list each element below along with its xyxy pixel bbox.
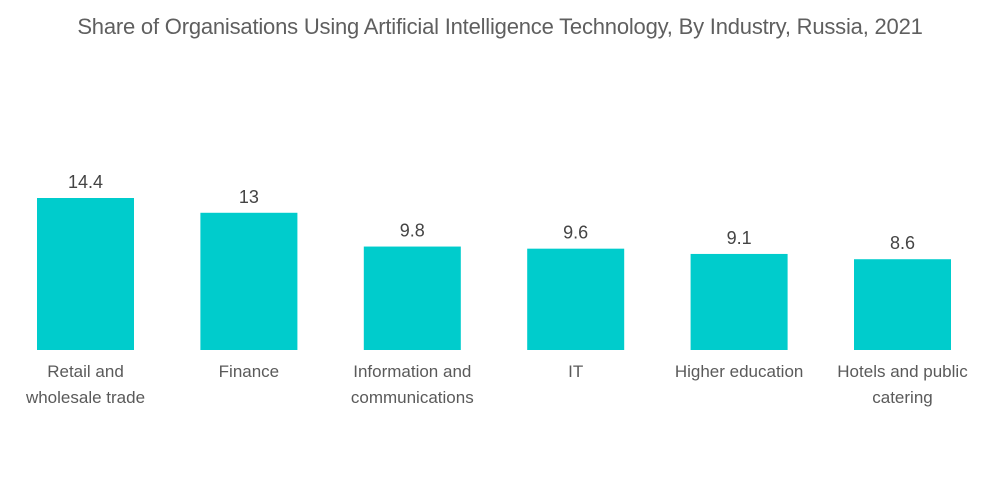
bar-1 <box>200 212 298 350</box>
category-label-line: Higher education <box>675 362 804 381</box>
bar-5 <box>854 259 951 350</box>
category-label-line: Hotels and public <box>837 362 968 381</box>
category-label-line: communications <box>351 388 474 407</box>
bar-0 <box>37 198 134 350</box>
chart-title: Share of Organisations Using Artificial … <box>77 14 923 39</box>
category-label-5: Hotels and public catering <box>837 362 968 407</box>
category-label-1: Finance <box>219 362 279 381</box>
data-label-5: 8.6 <box>890 233 915 253</box>
data-label-1: 13 <box>239 187 259 207</box>
category-label-line: Finance <box>219 362 279 381</box>
data-label-4: 9.1 <box>727 228 752 248</box>
category-label-line: IT <box>568 362 583 381</box>
category-label-0: Retail and wholesale trade <box>25 362 145 407</box>
data-label-3: 9.6 <box>563 223 588 243</box>
category-label-2: Information and communications <box>351 362 474 407</box>
category-label-line: wholesale trade <box>25 388 145 407</box>
category-label-line: Retail and <box>47 362 124 381</box>
bar-2 <box>363 246 461 350</box>
category-label-3: IT <box>568 362 583 381</box>
category-label-line: catering <box>872 388 932 407</box>
data-label-0: 14.4 <box>68 172 103 192</box>
bar-3 <box>527 248 625 350</box>
bar-4 <box>690 253 788 350</box>
category-label-4: Higher education <box>675 362 804 381</box>
category-label-line: Information and <box>353 362 471 381</box>
data-label-2: 9.8 <box>400 221 425 241</box>
